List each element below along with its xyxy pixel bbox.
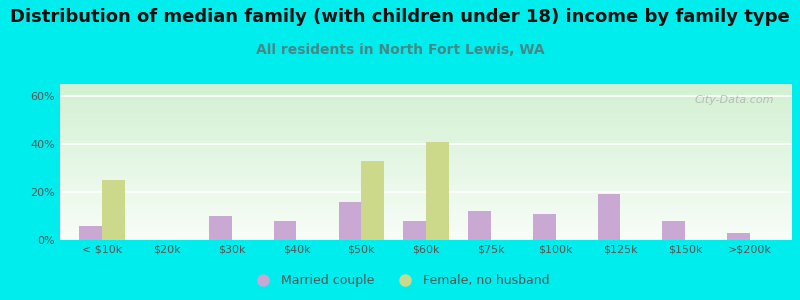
Bar [60, 92, 792, 94]
Bar [60, 120, 792, 123]
Bar [60, 232, 792, 235]
Bar [274, 221, 297, 240]
Bar [60, 193, 792, 196]
Text: City-Data.com: City-Data.com [694, 95, 774, 105]
Bar [60, 107, 792, 110]
Bar [60, 134, 792, 136]
Bar [60, 144, 792, 146]
Bar [60, 224, 792, 227]
Bar [60, 112, 792, 115]
Bar [60, 126, 792, 128]
Bar [403, 221, 426, 240]
Bar [60, 149, 792, 152]
Bar [60, 97, 792, 100]
Bar [338, 202, 362, 240]
Bar [60, 141, 792, 144]
Bar [60, 196, 792, 198]
Bar [60, 154, 792, 157]
Bar [60, 159, 792, 162]
Bar [60, 100, 792, 102]
Bar [60, 87, 792, 89]
Bar [60, 105, 792, 107]
Bar [60, 152, 792, 154]
Bar [209, 216, 232, 240]
Bar [60, 212, 792, 214]
Bar [60, 118, 792, 120]
Bar [60, 131, 792, 134]
Bar [60, 84, 792, 87]
Bar [60, 222, 792, 224]
Bar [102, 180, 125, 240]
Bar [60, 157, 792, 159]
Bar [79, 226, 102, 240]
Bar [60, 219, 792, 222]
Bar [60, 115, 792, 118]
Text: Distribution of median family (with children under 18) income by family type: Distribution of median family (with chil… [10, 8, 790, 26]
Bar [60, 237, 792, 240]
Bar [598, 194, 620, 240]
Bar [60, 198, 792, 201]
Bar [60, 180, 792, 183]
Bar [60, 217, 792, 219]
Bar [60, 175, 792, 178]
Bar [60, 139, 792, 141]
Bar [60, 146, 792, 149]
Bar [60, 227, 792, 230]
Bar [533, 214, 555, 240]
Bar [60, 102, 792, 105]
Bar [662, 221, 685, 240]
Bar [60, 206, 792, 209]
Bar [60, 128, 792, 131]
Bar [60, 214, 792, 217]
Bar [60, 230, 792, 232]
Bar [60, 185, 792, 188]
Bar [60, 110, 792, 112]
Bar [60, 190, 792, 193]
Bar [60, 165, 792, 167]
Bar [727, 233, 750, 240]
Bar [60, 162, 792, 165]
Legend: Married couple, Female, no husband: Married couple, Female, no husband [246, 269, 554, 292]
Text: All residents in North Fort Lewis, WA: All residents in North Fort Lewis, WA [256, 44, 544, 58]
Bar [60, 201, 792, 204]
Bar [362, 161, 384, 240]
Bar [60, 123, 792, 126]
Bar [60, 188, 792, 190]
Bar [60, 89, 792, 92]
Bar [60, 170, 792, 172]
Bar [60, 172, 792, 175]
Bar [60, 136, 792, 139]
Bar [468, 211, 490, 240]
Bar [60, 178, 792, 180]
Bar [60, 235, 792, 237]
Bar [60, 209, 792, 211]
Bar [60, 167, 792, 170]
Bar [426, 142, 449, 240]
Bar [60, 94, 792, 97]
Bar [60, 204, 792, 206]
Bar [60, 183, 792, 185]
